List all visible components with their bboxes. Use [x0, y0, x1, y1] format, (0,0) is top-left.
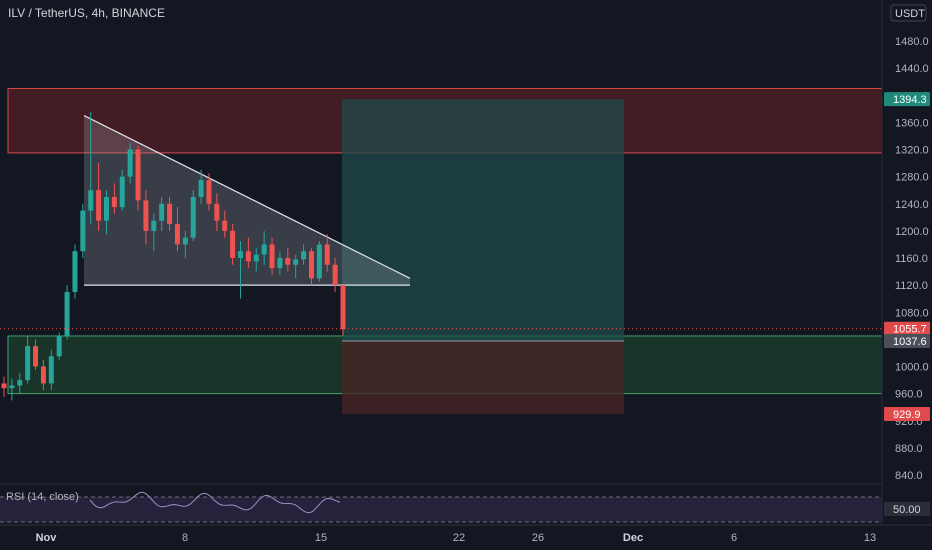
time-axis-tick: 13 — [864, 532, 876, 544]
price-axis-tick: 1360.0 — [895, 117, 929, 129]
candle-body — [230, 230, 236, 258]
stop-price-tag — [884, 407, 930, 422]
candle-body — [64, 291, 70, 336]
candle-body — [206, 180, 212, 204]
candle-body — [277, 258, 283, 269]
price-axis-tick: 1160.0 — [895, 253, 928, 265]
candle-body — [40, 366, 46, 384]
candle-body — [80, 210, 86, 252]
candle-body — [119, 176, 125, 208]
entry-price-tag-text: 1037.6 — [893, 336, 927, 348]
rsi-line — [89, 491, 341, 514]
price-axis-tick: 1000.0 — [895, 362, 929, 374]
candle-body — [332, 264, 338, 286]
candle-body — [96, 190, 102, 221]
candle-body — [198, 180, 204, 197]
candle-body — [301, 251, 307, 260]
rsi-band — [0, 497, 882, 522]
candle-body — [190, 196, 196, 238]
time-axis-tick: 6 — [731, 532, 737, 544]
candle-body — [245, 251, 251, 262]
candle-body — [308, 251, 314, 279]
time-axis-tick: Nov — [36, 532, 58, 544]
candle-body — [17, 380, 23, 386]
time-axis-tick: 26 — [532, 532, 544, 544]
candle-body — [269, 244, 275, 269]
price-axis-tick: 1080.0 — [895, 307, 929, 319]
candle-body — [293, 259, 299, 265]
current-price-tag-text: 1055.7 — [893, 324, 927, 336]
candle-body — [25, 346, 31, 381]
long-position-loss-zone[interactable] — [342, 341, 624, 415]
triangle-top-line[interactable] — [83, 115, 411, 279]
candle-body — [159, 203, 165, 221]
price-axis-tick: 1240.0 — [895, 199, 929, 211]
candle-body — [151, 220, 157, 231]
candle-body — [9, 385, 15, 389]
rsi-tick-bg — [884, 502, 930, 516]
candle-body — [214, 203, 220, 221]
candle-body — [33, 346, 39, 367]
currency-button[interactable] — [890, 4, 927, 22]
long-position-profit-zone[interactable] — [342, 99, 624, 342]
candle-body — [103, 196, 109, 221]
price-axis-tick: 1280.0 — [895, 172, 929, 184]
candle-body — [167, 203, 173, 225]
stop-price-tag-text: 929.9 — [893, 409, 921, 421]
candle-body — [56, 335, 62, 357]
time-axis-tick: 8 — [182, 532, 188, 544]
candle-body — [88, 190, 94, 211]
candle-body — [135, 149, 141, 201]
price-axis-tick: 880.0 — [895, 443, 923, 455]
candle-body — [72, 251, 78, 292]
target-price-tag — [884, 92, 930, 107]
candle-body — [222, 220, 228, 231]
candle-body — [324, 244, 330, 265]
currency-label: USDT — [895, 8, 925, 20]
candle-body — [1, 383, 7, 389]
symbol-title: ILV / TetherUS, 4h, BINANCE — [8, 6, 165, 20]
candle-body — [48, 356, 54, 384]
candle-body — [111, 196, 117, 208]
target-price-tag-text: 1394.3 — [893, 94, 927, 106]
triangle-fill — [84, 115, 410, 286]
candle-body — [285, 258, 291, 265]
candle-body — [340, 285, 346, 330]
candle-body — [143, 200, 149, 231]
candle-body — [253, 254, 259, 262]
price-axis-tick: 1120.0 — [895, 280, 928, 292]
price-axis-tick: 1320.0 — [895, 145, 929, 157]
price-axis-background — [882, 0, 932, 550]
entry-price-tag — [884, 334, 930, 349]
candle-body — [174, 224, 180, 245]
price-axis-tick: 1440.0 — [895, 63, 929, 75]
rsi-tick: 50.00 — [893, 504, 921, 516]
candle-body — [238, 251, 244, 258]
price-axis-tick: 840.0 — [895, 470, 923, 482]
price-axis-tick: 1200.0 — [895, 226, 929, 238]
rsi-label: RSI (14, close) — [6, 491, 79, 503]
time-axis-tick: Dec — [623, 532, 643, 544]
candle-body — [316, 244, 322, 279]
candle-body — [127, 149, 133, 177]
price-axis-tick: 960.0 — [895, 389, 923, 401]
candle-body — [182, 237, 188, 245]
candle-body — [261, 244, 267, 255]
price-axis-tick: 1480.0 — [895, 36, 929, 48]
time-axis-tick: 22 — [453, 532, 465, 544]
time-axis-tick: 15 — [315, 532, 327, 544]
current-price-tag — [884, 321, 930, 336]
